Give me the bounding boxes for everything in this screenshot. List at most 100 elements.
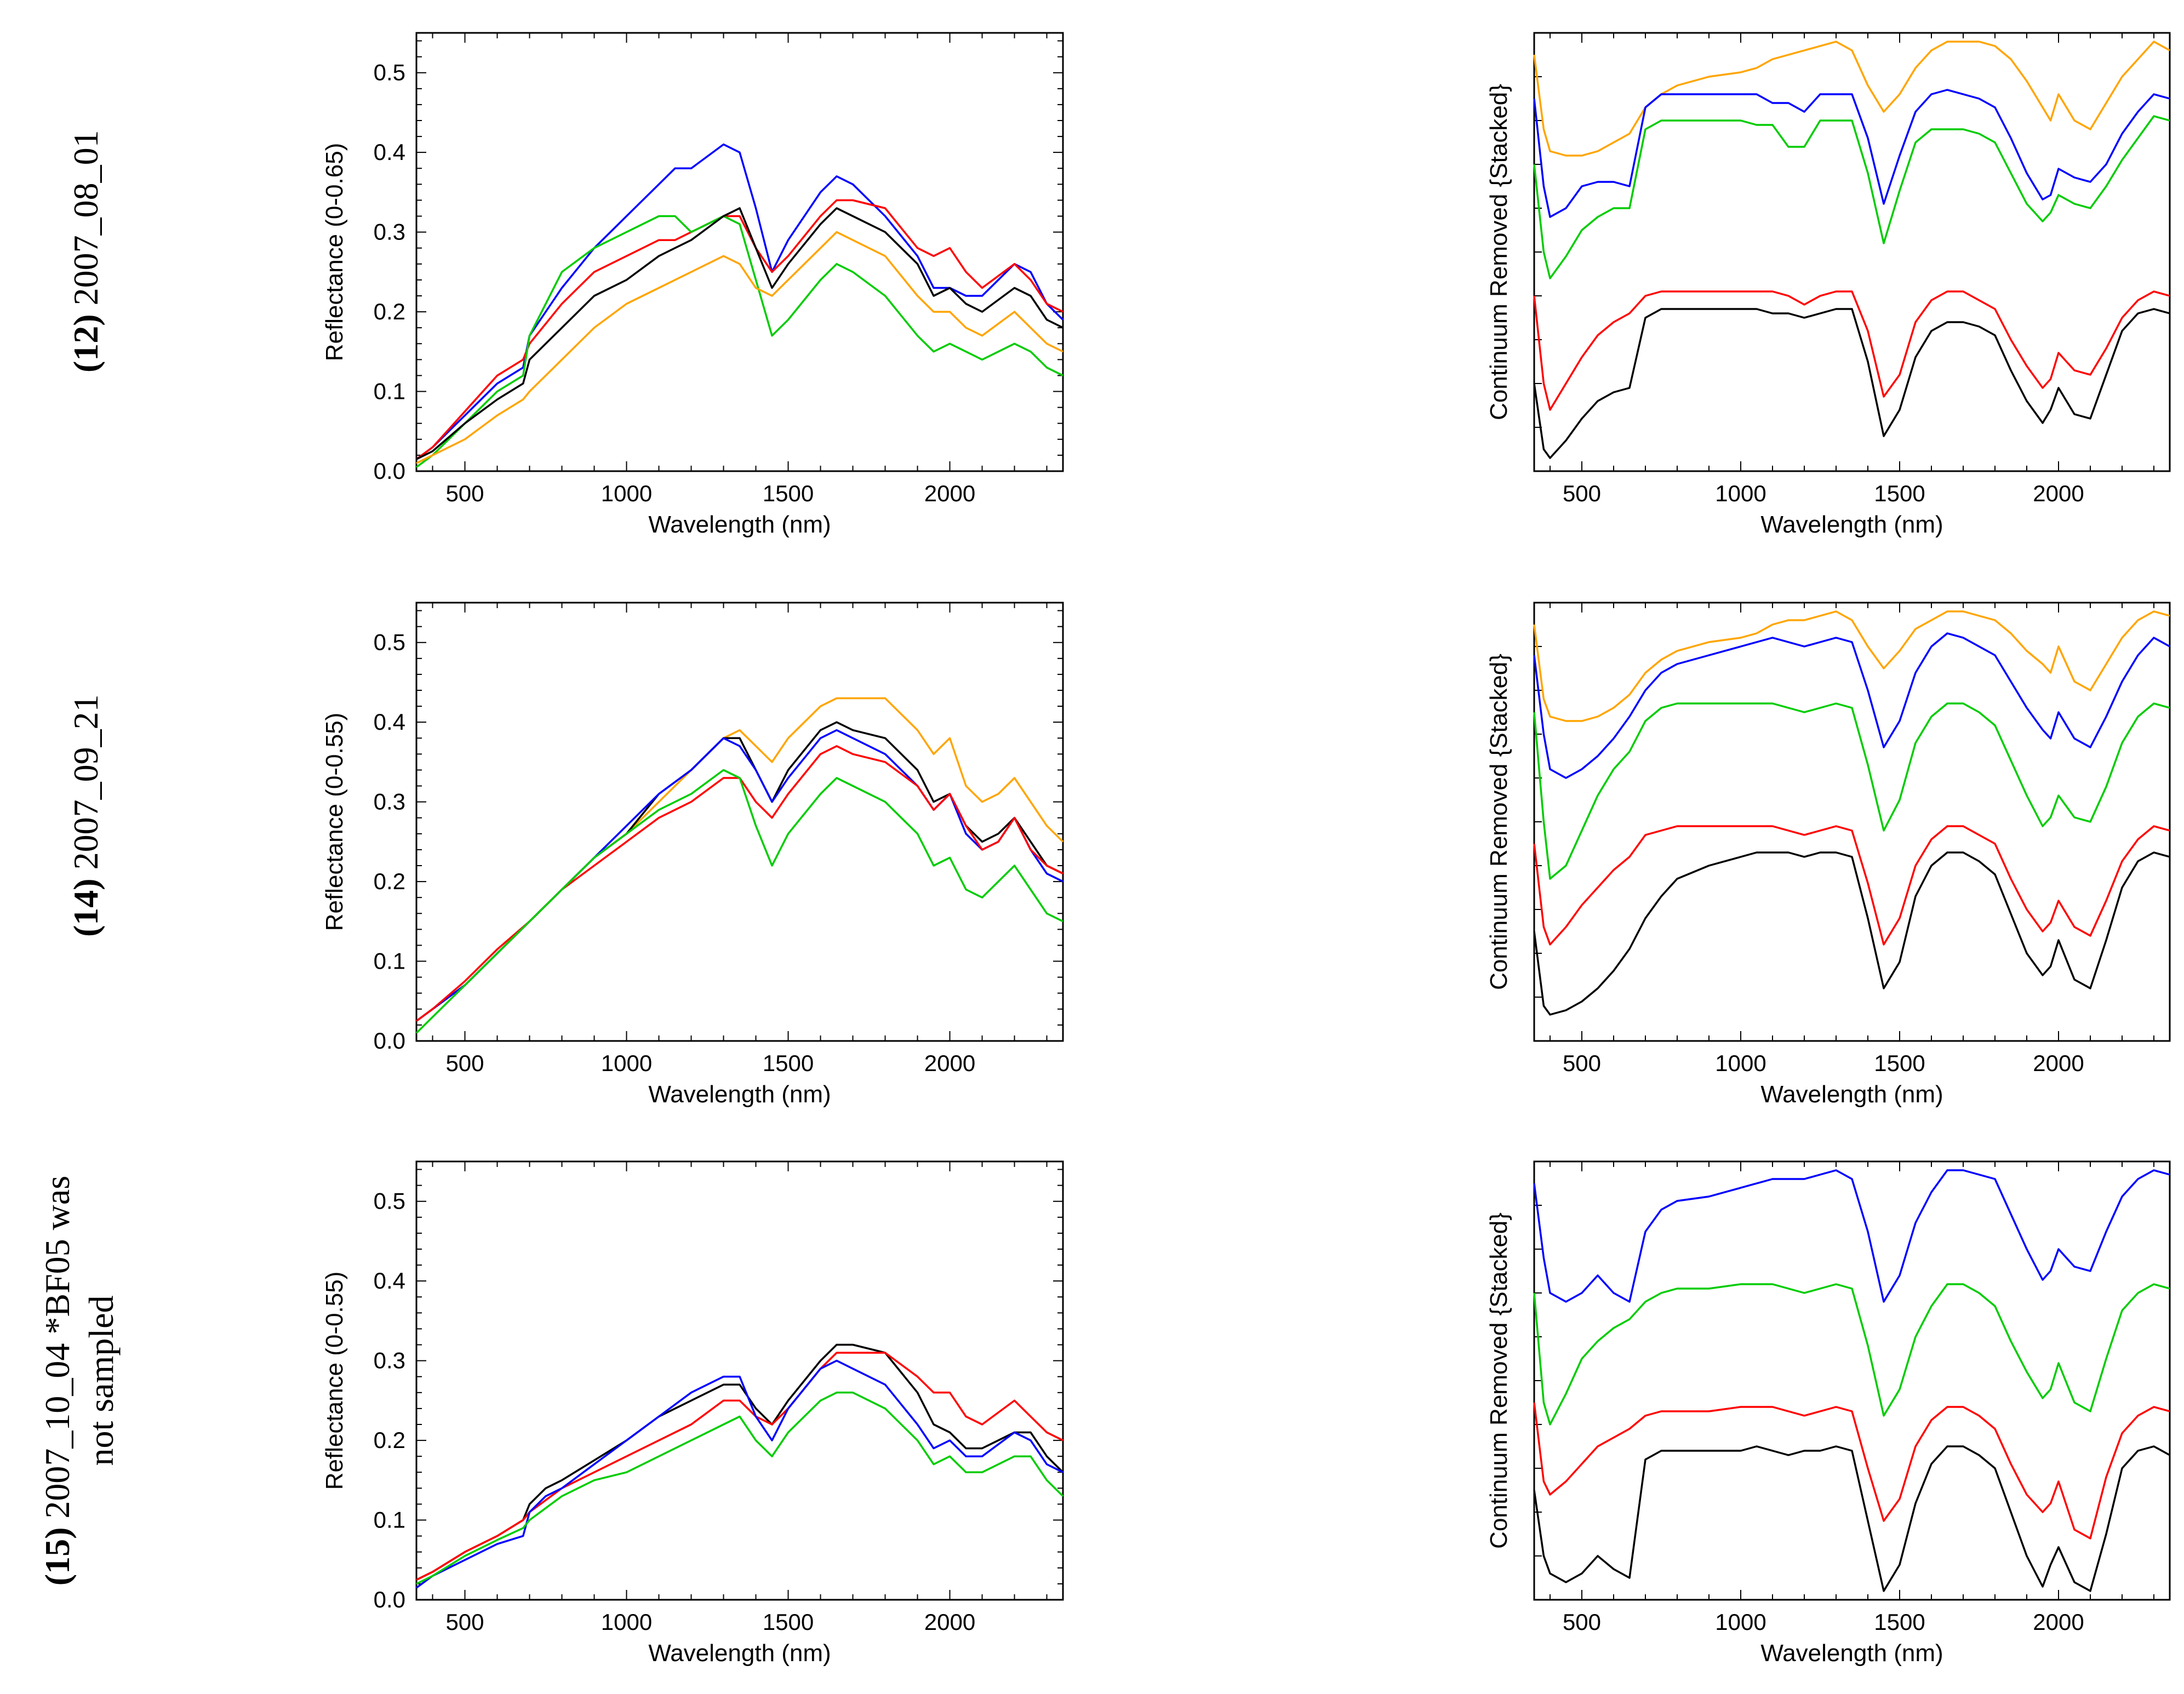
chart-r15-reflectance: 500 1000 1500 2000 0.0 0.1 0.2 0.3 0.4 0.5 Wavelen… [321, 1160, 1064, 1667]
series-line-black [1533, 1445, 2170, 1592]
row-label-12-date: 2007_08_01 [66, 130, 105, 306]
series-line-black [415, 721, 1064, 1022]
series-line-black [416, 207, 1064, 460]
x-tick-label: 1500 [1874, 480, 1925, 506]
x-tick-label: 1500 [763, 480, 814, 506]
series-line-orange [416, 231, 1064, 465]
x-tick-label: 1000 [1715, 1050, 1766, 1076]
series-line-red [415, 199, 1064, 460]
row-label-14: (14) 2007_09_21 [66, 694, 110, 937]
x-tick-label: 500 [1563, 1609, 1601, 1635]
series-line-black [416, 1343, 1064, 1581]
row-label-15-line2: not sampled [82, 1295, 121, 1466]
series-line-blue [1533, 1169, 2170, 1303]
y-tick-label: 0.2 [374, 1427, 405, 1453]
x-tick-label: 2000 [924, 480, 975, 506]
y-axis-title: Reflectance (0-0.55) [321, 713, 348, 931]
series-line-blue [1533, 89, 2170, 218]
x-tick-label: 1000 [601, 480, 652, 506]
chart-r15-continuum: 500 1000 1500 2000 Wavelength (nm) Continuum … [1485, 1160, 2171, 1667]
x-tick-label: 1000 [1715, 480, 1766, 506]
series-line-green [1533, 1283, 2170, 1426]
y-tick-label: 0.1 [374, 948, 405, 974]
x-tick-label: 2000 [924, 1609, 975, 1635]
x-tick-label: 500 [1563, 480, 1601, 506]
series-line-green [1533, 702, 2170, 880]
x-tick-label: 1500 [1874, 1609, 1925, 1635]
x-tick-label: 1000 [601, 1609, 652, 1635]
x-axis-title: Wavelength (nm) [1760, 511, 1943, 538]
chart-r12-continuum: 500 1000 1500 2000 Wavelength (nm) Continuum … [1485, 32, 2171, 538]
y-tick-label: 0.5 [374, 1188, 405, 1214]
x-tick-label: 1000 [601, 1050, 652, 1076]
row-label-15-text: 2007_10_04 *BF05 was [38, 1175, 77, 1519]
y-tick-label: 0.4 [374, 1268, 405, 1294]
series-line-red [415, 745, 1064, 1022]
x-tick-label: 500 [445, 480, 484, 506]
plot-frame [1533, 602, 2171, 1042]
series-line-red [1533, 1402, 2170, 1540]
row-label-14-date: 2007_09_21 [66, 694, 105, 870]
x-axis-title: Wavelength (nm) [648, 511, 831, 538]
x-axis-title: Wavelength (nm) [1760, 1081, 1943, 1108]
plot-frame [415, 602, 1064, 1042]
series-line-green [415, 215, 1064, 468]
x-tick-label: 2000 [2033, 1609, 2084, 1635]
plot-frame [415, 32, 1064, 472]
chart-r12-reflectance: 500 1000 1500 2000 0.0 0.1 0.2 0.3 0.4 0.5 Wavelen… [321, 32, 1064, 538]
chart-r14-reflectance: 500 1000 1500 2000 0.0 0.1 0.2 0.3 0.4 0.5 Wavelen… [321, 602, 1064, 1108]
y-tick-label: 0.2 [374, 868, 405, 894]
y-axis-title: Continuum Removed {Stacked} [1485, 1212, 1512, 1549]
y-tick-label: 0.2 [374, 299, 405, 324]
x-tick-label: 500 [445, 1609, 484, 1635]
x-axis-title: Wavelength (nm) [648, 1640, 831, 1667]
x-tick-label: 1500 [763, 1609, 814, 1635]
y-tick-label: 0.4 [374, 709, 405, 735]
y-tick-label: 0.1 [374, 379, 405, 404]
y-tick-label: 0.0 [374, 458, 405, 484]
series-line-green [1533, 115, 2170, 279]
x-tick-label: 1000 [1715, 1609, 1766, 1635]
x-tick-label: 500 [445, 1050, 484, 1076]
y-tick-label: 0.4 [374, 139, 405, 165]
y-axis-title: Reflectance (0-0.65) [321, 143, 348, 362]
y-tick-label: 0.3 [374, 789, 405, 815]
plot-frame [1533, 1160, 2171, 1601]
x-tick-label: 1500 [1874, 1050, 1925, 1076]
row-label-15: (15) 2007_10_04 *BF05 was not sampled [36, 1107, 123, 1655]
y-tick-label: 0.3 [374, 1348, 405, 1373]
series-line-green [416, 1392, 1064, 1585]
row-label-12-number: (12) [66, 314, 105, 373]
series-line-orange [1533, 41, 2170, 157]
x-tick-label: 2000 [924, 1050, 975, 1076]
y-axis-title: Reflectance (0-0.55) [321, 1272, 348, 1490]
row-label-14-number: (14) [66, 878, 105, 937]
series-line-blue [415, 143, 1064, 460]
plot-frame [415, 1160, 1064, 1601]
y-tick-label: 0.1 [374, 1507, 405, 1533]
series-line-blue [415, 1359, 1064, 1589]
x-axis-title: Wavelength (nm) [1760, 1640, 1943, 1667]
y-tick-label: 0.3 [374, 219, 405, 245]
row-label-15-line1: (15) 2007_10_04 *BF05 was [36, 1107, 79, 1655]
x-axis-title: Wavelength (nm) [648, 1081, 831, 1108]
x-tick-label: 2000 [2033, 1050, 2084, 1076]
y-tick-label: 0.5 [374, 629, 405, 655]
series-line-orange [1533, 610, 2170, 722]
x-tick-label: 500 [1563, 1050, 1601, 1076]
y-axis-title: Continuum Removed {Stacked} [1485, 654, 1512, 990]
row-label-15-number: (15) [38, 1527, 77, 1586]
x-tick-label: 1500 [763, 1050, 814, 1076]
series-line-green [415, 769, 1064, 1034]
series-line-red [1533, 290, 2170, 411]
row-label-12: (12) 2007_08_01 [66, 130, 110, 373]
series-line-blue [1533, 632, 2170, 779]
series-line-red [416, 1352, 1064, 1581]
chart-r14-continuum: 500 1000 1500 2000 Wavelength (nm) Continuum … [1485, 602, 2171, 1108]
series-line-red [1533, 825, 2170, 946]
series-line-black [1533, 851, 2170, 1016]
x-tick-label: 2000 [2033, 480, 2084, 506]
y-tick-label: 0.0 [374, 1028, 405, 1054]
series-line-black [1533, 308, 2170, 459]
y-axis-title: Continuum Removed {Stacked} [1485, 84, 1512, 420]
